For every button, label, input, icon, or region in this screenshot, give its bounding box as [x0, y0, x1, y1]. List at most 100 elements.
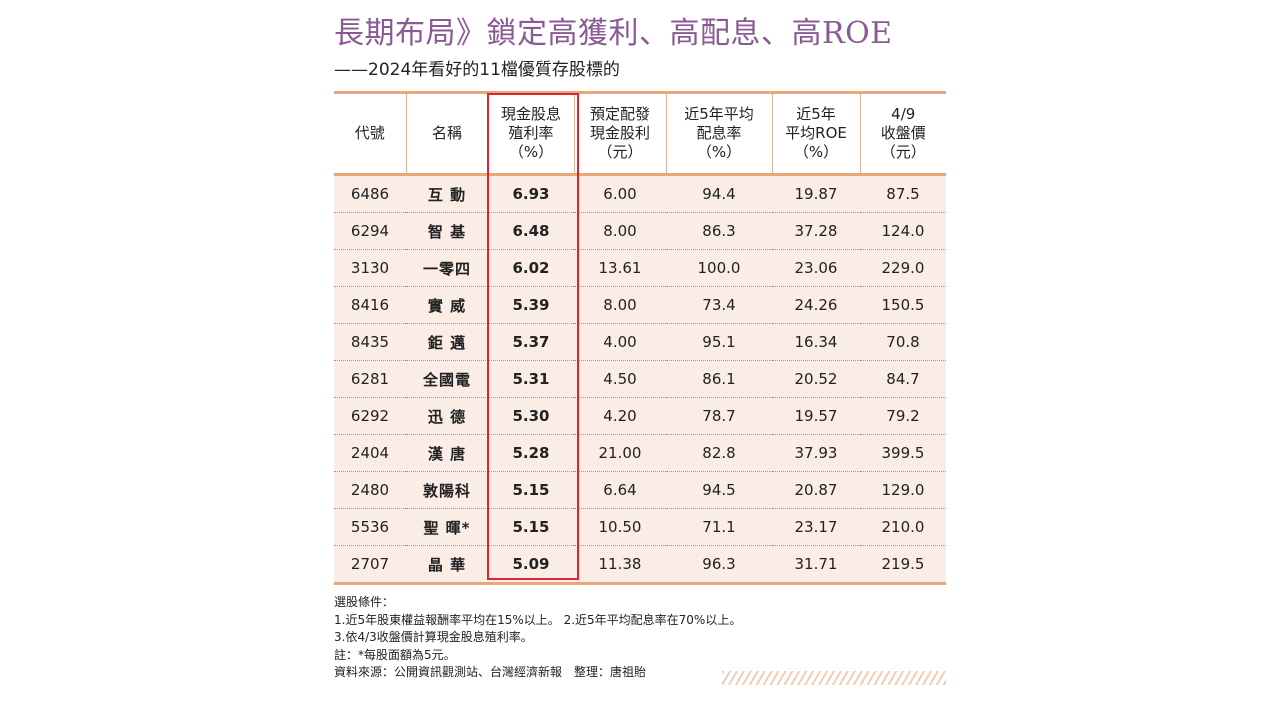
- payout-ratio: 86.3: [666, 212, 772, 250]
- stock-code: 2480: [334, 471, 406, 509]
- dividend-yield: 6.93: [488, 174, 574, 213]
- notes-heading: 選股條件：: [334, 595, 395, 609]
- avg-roe: 24.26: [772, 286, 860, 324]
- close-price: 87.5: [860, 174, 946, 213]
- table-row: 2480 敦陽科 5.15 6.64 94.5 20.87 129.0: [334, 471, 946, 509]
- column-header-line: （%）: [696, 143, 742, 161]
- payout-ratio: 82.8: [666, 434, 772, 472]
- cash-dividend: 4.20: [574, 397, 666, 435]
- column-header-line: 現金股息: [500, 105, 561, 123]
- stock-code: 6292: [334, 397, 406, 435]
- close-price: 219.5: [860, 545, 946, 585]
- column-header: 近5年 平均ROE （%）: [772, 91, 861, 176]
- column-header-line: 殖利率: [508, 124, 554, 142]
- payout-ratio: 96.3: [666, 545, 772, 585]
- stock-name: 實 威: [406, 286, 488, 324]
- column-header: 現金股息 殖利率 （%）: [488, 91, 575, 176]
- stock-code: 6486: [334, 174, 406, 213]
- close-price: 150.5: [860, 286, 946, 324]
- cash-dividend: 8.00: [574, 212, 666, 250]
- dividend-yield: 6.48: [488, 212, 574, 250]
- cash-dividend: 4.50: [574, 360, 666, 398]
- notes: 選股條件： 1.近5年股東權益報酬率平均在15%以上。 2.近5年平均配息率在7…: [334, 594, 741, 682]
- note-yield-basis: 3.依4/3收盤價計算現金股息殖利率。: [334, 630, 533, 644]
- dividend-yield: 6.02: [488, 249, 574, 287]
- column-header-line: 代號: [354, 124, 385, 142]
- cash-dividend: 6.64: [574, 471, 666, 509]
- avg-roe: 20.87: [772, 471, 860, 509]
- avg-roe: 16.34: [772, 323, 860, 361]
- cash-dividend: 13.61: [574, 249, 666, 287]
- column-header-line: 4/9: [891, 105, 916, 123]
- dividend-yield: 5.28: [488, 434, 574, 472]
- stock-name: 全國電: [406, 360, 488, 398]
- close-price: 229.0: [860, 249, 946, 287]
- stock-name: 漢 唐: [406, 434, 488, 472]
- dividend-yield: 5.39: [488, 286, 574, 324]
- column-header-line: 平均ROE: [785, 124, 847, 142]
- avg-roe: 19.57: [772, 397, 860, 435]
- cash-dividend: 10.50: [574, 508, 666, 546]
- column-header-line: （%）: [793, 143, 839, 161]
- table-row: 6292 迅 德 5.30 4.20 78.7 19.57 79.2: [334, 397, 946, 435]
- stock-name: 聖 暉*: [406, 508, 488, 546]
- payout-ratio: 78.7: [666, 397, 772, 435]
- dividend-yield: 5.09: [488, 545, 574, 585]
- table-row: 2404 漢 唐 5.28 21.00 82.8 37.93 399.5: [334, 434, 946, 472]
- avg-roe: 20.52: [772, 360, 860, 398]
- close-price: 79.2: [860, 397, 946, 435]
- close-price: 399.5: [860, 434, 946, 472]
- table-row: 6294 智 基 6.48 8.00 86.3 37.28 124.0: [334, 212, 946, 250]
- column-header: 4/9 收盤價 （元）: [860, 91, 946, 176]
- table-row: 6281 全國電 5.31 4.50 86.1 20.52 84.7: [334, 360, 946, 398]
- cash-dividend: 21.00: [574, 434, 666, 472]
- stock-name: 互 動: [406, 174, 488, 213]
- table-header: 代號 名稱 現金股息 殖利率 （%） 預定配發 現金股利 （元） 近5年平均 配息率 （%） 近5年平…: [334, 91, 946, 176]
- page-title: 長期布局》鎖定高獲利、高配息、高ROE: [334, 16, 893, 51]
- column-header: 近5年平均 配息率 （%）: [666, 91, 773, 176]
- column-header-line: 近5年平均: [684, 105, 754, 123]
- stock-name: 鉅 邁: [406, 323, 488, 361]
- stock-code: 6281: [334, 360, 406, 398]
- column-header-line: 名稱: [431, 124, 462, 142]
- cash-dividend: 11.38: [574, 545, 666, 585]
- dividend-yield: 5.31: [488, 360, 574, 398]
- header-row: 代號 名稱 現金股息 殖利率 （%） 預定配發 現金股利 （元） 近5年平均 配息率 （%） 近5年平…: [334, 91, 946, 176]
- column-header-line: 預定配發: [589, 105, 650, 123]
- stock-code: 5536: [334, 508, 406, 546]
- stock-table: 代號 名稱 現金股息 殖利率 （%） 預定配發 現金股利 （元） 近5年平均 配息率 （%） 近5年平…: [334, 91, 946, 585]
- table-row: 6486 互 動 6.93 6.00 94.4 19.87 87.5: [334, 174, 946, 213]
- table-row: 8416 實 威 5.39 8.00 73.4 24.26 150.5: [334, 286, 946, 324]
- stock-code: 6294: [334, 212, 406, 250]
- column-header-line: 近5年: [796, 105, 836, 123]
- dividend-yield: 5.15: [488, 508, 574, 546]
- close-price: 129.0: [860, 471, 946, 509]
- decorative-hatch: [722, 671, 946, 685]
- stock-code: 8435: [334, 323, 406, 361]
- note-criteria: 1.近5年股東權益報酬率平均在15%以上。 2.近5年平均配息率在70%以上。: [334, 612, 742, 627]
- close-price: 210.0: [860, 508, 946, 546]
- payout-ratio: 94.4: [666, 174, 772, 213]
- payout-ratio: 71.1: [666, 508, 772, 546]
- column-header-line: 收盤價: [880, 124, 926, 142]
- cash-dividend: 6.00: [574, 174, 666, 213]
- column-header-line: （元）: [880, 143, 926, 161]
- table-row: 5536 聖 暉* 5.15 10.50 71.1 23.17 210.0: [334, 508, 946, 546]
- stock-name: 迅 德: [406, 397, 488, 435]
- avg-roe: 37.93: [772, 434, 860, 472]
- table-body: 6486 互 動 6.93 6.00 94.4 19.87 87.5 6294 智 基 6.48 8…: [334, 174, 946, 585]
- avg-roe: 23.17: [772, 508, 860, 546]
- payout-ratio: 73.4: [666, 286, 772, 324]
- column-header-line: （%）: [508, 143, 554, 161]
- stock-code: 2404: [334, 434, 406, 472]
- column-header-line: 配息率: [696, 124, 742, 142]
- cash-dividend: 8.00: [574, 286, 666, 324]
- dividend-yield: 5.30: [488, 397, 574, 435]
- column-header-line: （元）: [597, 143, 643, 161]
- stock-name: 智 基: [406, 212, 488, 250]
- cash-dividend: 4.00: [574, 323, 666, 361]
- close-price: 124.0: [860, 212, 946, 250]
- payout-ratio: 100.0: [666, 249, 772, 287]
- column-header: 預定配發 現金股利 （元）: [574, 91, 667, 176]
